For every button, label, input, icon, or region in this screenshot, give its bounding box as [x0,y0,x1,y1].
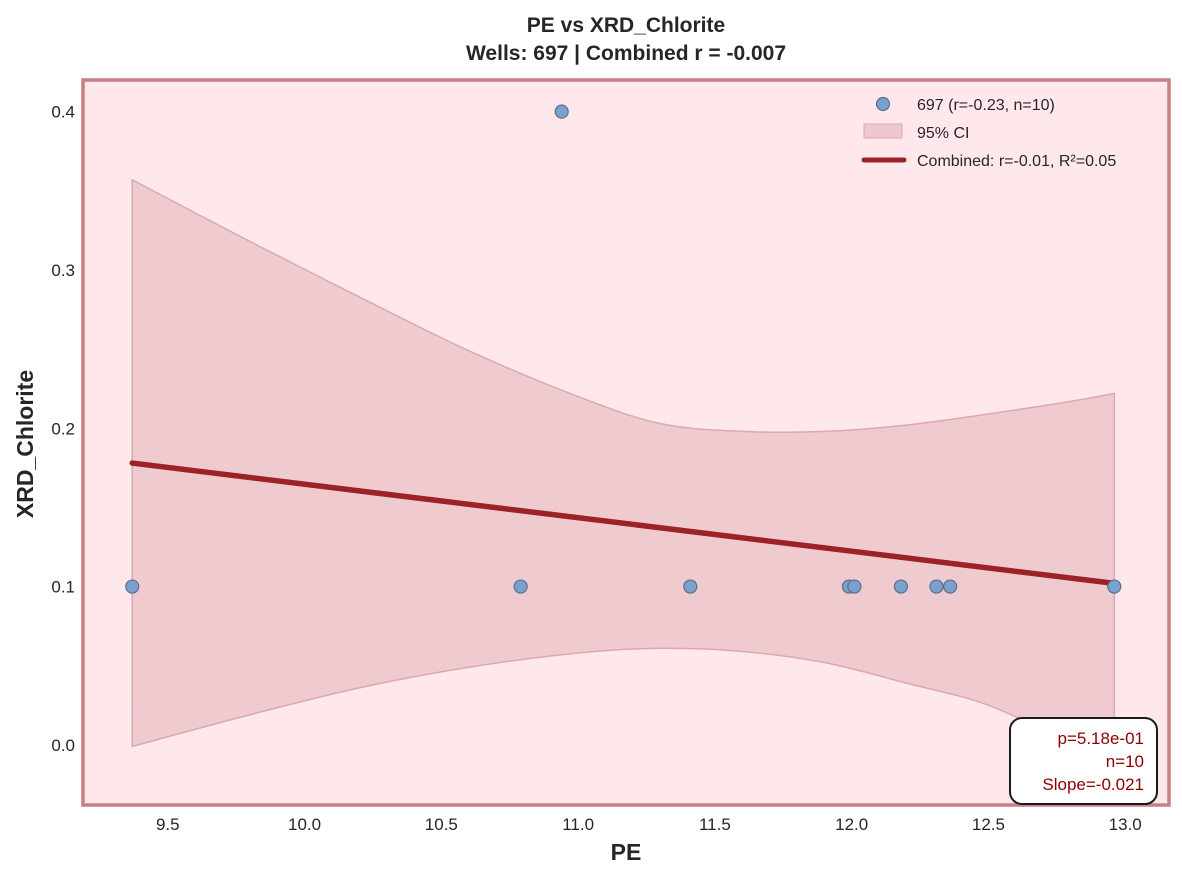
data-point [847,579,862,594]
stats-annotation: p=5.18e-01 n=10 Slope=-0.021 [1009,717,1158,805]
legend-marker-ci [863,123,903,139]
data-point [125,579,140,594]
stats-box-background [1009,717,1158,805]
legend: 697 (r=-0.23, n=10) 95% CI Combined: r=-… [861,96,1116,170]
y-tick-label: 0.1 [51,578,75,597]
x-tick-label: 11.5 [699,815,731,834]
y-tick-label: 0.4 [51,103,75,122]
data-point [1107,579,1122,594]
regression-line [129,460,1118,587]
x-tick-label: 10.0 [288,815,321,834]
x-tick-label: 10.5 [425,815,458,834]
y-axis-label: XRD_Chlorite [12,370,38,518]
data-point [929,579,944,594]
x-tick-label: 12.5 [972,815,1005,834]
stats-n: n=10 [1106,752,1144,771]
plot-frame [81,78,1171,807]
x-axis-ticks: 9.5 10.0 10.5 11.0 11.5 12.0 12.5 13.0 [156,815,1142,834]
x-axis-label: PE [611,839,642,865]
legend-label-fit-line: Combined: r=-0.01, R²=0.05 [917,153,1116,170]
confidence-band-layer [131,178,1116,778]
y-axis-ticks: 0.0 0.1 0.2 0.3 0.4 [51,103,75,755]
x-tick-label: 13.0 [1109,815,1142,834]
data-point [943,579,958,594]
data-point [513,579,528,594]
y-tick-label: 0.2 [51,419,75,438]
data-points-layer [125,104,1122,594]
x-tick-label: 12.0 [835,815,868,834]
y-tick-label: 0.3 [51,261,75,280]
legend-label-ci: 95% CI [917,125,969,142]
chart-subtitle: Wells: 697 | Combined r = -0.007 [466,42,786,65]
regression-line-layer [129,460,1118,587]
legend-label-scatter: 697 (r=-0.23, n=10) [917,97,1055,114]
chart-title: PE vs XRD_Chlorite [527,14,725,37]
y-tick-label: 0.0 [51,736,75,755]
data-point [683,579,698,594]
plot-area [83,80,1169,805]
x-tick-label: 9.5 [156,815,180,834]
legend-marker-scatter [875,96,891,112]
confidence-band [131,178,1116,778]
stats-p-value: p=5.18e-01 [1058,729,1145,748]
x-tick-label: 11.0 [562,815,594,834]
stats-slope: Slope=-0.021 [1042,775,1144,794]
data-point [893,579,909,594]
data-point [554,104,569,119]
